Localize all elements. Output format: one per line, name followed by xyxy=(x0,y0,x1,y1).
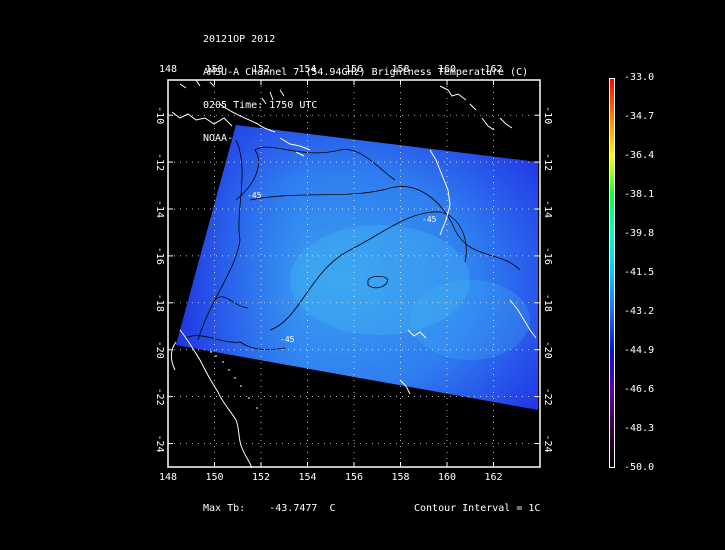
lon-tick-label-top: 150 xyxy=(205,64,223,75)
colorbar-label: -50.0 xyxy=(624,462,655,473)
coastline-reefs xyxy=(399,329,427,395)
lat-tick-label-left: -22 xyxy=(154,388,165,406)
contour-line xyxy=(197,139,243,341)
coastline-reef-dots xyxy=(210,351,258,409)
lon-tick-label-bottom: 158 xyxy=(391,472,409,483)
colorbar-label: -48.3 xyxy=(624,423,655,434)
coastline-islands xyxy=(179,79,215,89)
coastline-islands xyxy=(171,111,233,127)
contours xyxy=(185,139,521,351)
colorbar-label: -39.8 xyxy=(624,228,655,239)
colorbar-label: -38.1 xyxy=(624,189,655,200)
contour-line xyxy=(269,211,467,331)
coastline-australia xyxy=(170,341,177,371)
lat-tick-label-left: -14 xyxy=(154,200,165,218)
satellite-label: NOAA-15 xyxy=(203,133,246,144)
max-tb-value: -43.7477 xyxy=(269,503,318,514)
lon-tick-label-top: 148 xyxy=(159,64,177,75)
coastline-islands xyxy=(261,89,285,105)
graticule xyxy=(167,80,540,467)
lat-tick-label-left: -20 xyxy=(154,341,165,359)
contour-line xyxy=(367,275,389,289)
time-label: 0205 Time: 1750 UTC xyxy=(203,100,318,111)
lat-tick-label-right: -10 xyxy=(542,106,553,124)
storm-title: 20121OP 2012 xyxy=(203,34,276,45)
lat-tick-label-right: -16 xyxy=(542,247,553,265)
lat-tick-label-right: -14 xyxy=(542,200,553,218)
lat-tick-label-left: -16 xyxy=(154,247,165,265)
contour-line xyxy=(214,296,249,309)
lat-tick-label-right: -20 xyxy=(542,341,553,359)
lon-tick-label-top: 160 xyxy=(438,64,456,75)
contour-line xyxy=(249,186,521,271)
lon-tick-label-bottom: 154 xyxy=(298,472,316,483)
lon-tick-label-bottom: 152 xyxy=(252,472,270,483)
lat-tick-label-left: -12 xyxy=(154,153,165,171)
colorbar-label: -34.7 xyxy=(624,111,655,122)
colorbar-label: -41.5 xyxy=(624,267,655,278)
swath-warm-patch xyxy=(410,280,530,360)
coastline-vanuatu xyxy=(429,149,451,236)
coastline-new-guinea xyxy=(219,103,276,133)
coastline-australia xyxy=(179,329,253,469)
max-tb-label: Max Tb: xyxy=(203,503,246,514)
lon-tick-label-top: 154 xyxy=(298,64,316,75)
coastline-islands xyxy=(439,85,495,131)
lat-tick-label-left: -10 xyxy=(154,106,165,124)
lat-tick-label-right: -22 xyxy=(542,388,553,406)
coastline-islands xyxy=(499,117,513,129)
contour-line xyxy=(185,335,286,351)
lon-tick-label-top: 158 xyxy=(391,64,409,75)
lon-tick-label-bottom: 156 xyxy=(345,472,363,483)
coastline-new-caledonia xyxy=(509,299,537,339)
contour-interval: Contour Interval = 1C xyxy=(414,503,541,514)
lon-tick-label-bottom: 150 xyxy=(205,472,223,483)
colorbar-label: -44.9 xyxy=(624,345,655,356)
colorbar-label: -43.2 xyxy=(624,306,655,317)
contour-line xyxy=(235,146,396,201)
contour-label: -45 xyxy=(280,335,295,344)
lat-tick-label-left: -24 xyxy=(154,435,165,453)
lat-tick-label-right: -12 xyxy=(542,153,553,171)
colorbar-label: -46.6 xyxy=(624,384,655,395)
lon-tick-label-top: 156 xyxy=(345,64,363,75)
max-tb-readout: Max Tb: -43.7477 C xyxy=(203,503,336,514)
lat-tick-label-left: -18 xyxy=(154,294,165,312)
coastlines xyxy=(170,79,537,469)
lon-tick-label-top: 152 xyxy=(252,64,270,75)
lon-tick-label-top: 162 xyxy=(484,64,502,75)
colorbar-label: -33.0 xyxy=(624,72,655,83)
lat-tick-label-right: -18 xyxy=(542,294,553,312)
contour-label: -45 xyxy=(422,215,437,224)
swath-shading xyxy=(176,125,538,410)
colorbar-label: -36.4 xyxy=(624,150,655,161)
contour-label: -45 xyxy=(247,191,262,200)
coastline-solomons xyxy=(279,137,311,157)
product-title: AMSU-A Channel 7 (54.94GHz) Brightness T… xyxy=(203,67,529,78)
lon-tick-label-bottom: 162 xyxy=(484,472,502,483)
plot-header: 20121OP 2012 AMSU-A Channel 7 (54.94GHz)… xyxy=(203,12,528,155)
max-tb-unit: C xyxy=(329,503,336,514)
colorbar xyxy=(609,78,615,468)
swath-warm-patch xyxy=(290,225,470,335)
lat-tick-label-right: -24 xyxy=(542,435,553,453)
axis-ticks: 148 148 150 150 152 152 154 154 156 156 158 158 160 1… xyxy=(154,64,553,483)
lon-tick-label-bottom: 160 xyxy=(438,472,456,483)
lon-tick-label-bottom: 148 xyxy=(159,472,177,483)
